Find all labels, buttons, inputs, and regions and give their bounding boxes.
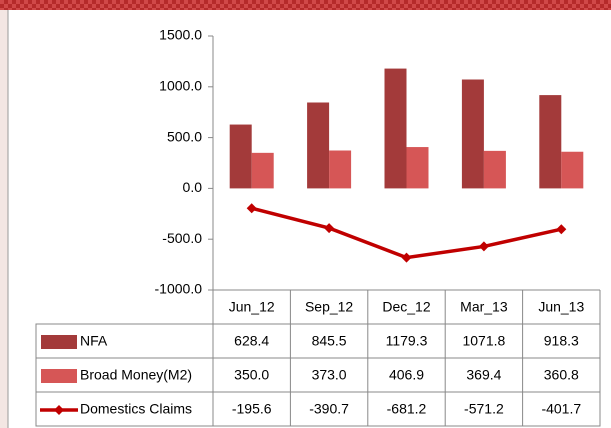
legend-key (41, 369, 77, 383)
bar (539, 95, 562, 189)
x-tick-label: Jun_13 (538, 299, 584, 315)
y-tick-label: 0.0 (183, 179, 203, 195)
legend-label: Broad Money(M2) (80, 367, 192, 383)
bar (307, 102, 330, 189)
bar (561, 151, 584, 189)
bar (229, 124, 252, 189)
left-border (0, 10, 8, 428)
table-value: 406.9 (389, 367, 424, 383)
bar (329, 150, 352, 189)
table-value: 918.3 (544, 333, 579, 349)
point (324, 223, 335, 234)
point (246, 203, 257, 214)
table-value: 628.4 (234, 333, 269, 349)
bar (406, 147, 429, 189)
legend-key (41, 335, 77, 349)
table-value: 1179.3 (386, 333, 428, 349)
table-value: 360.8 (544, 367, 579, 383)
point (556, 224, 567, 235)
table-value: 845.5 (312, 333, 347, 349)
table-value: -571.2 (464, 401, 504, 417)
table-value: -401.7 (541, 401, 581, 417)
bar (461, 79, 484, 189)
point (478, 241, 489, 252)
x-tick-label: Mar_13 (460, 299, 508, 315)
x-tick-label: Sep_12 (305, 299, 353, 315)
table-value: -681.2 (387, 401, 427, 417)
legend-label: NFA (80, 333, 108, 349)
table-value: 350.0 (234, 367, 269, 383)
table-value: 373.0 (312, 367, 347, 383)
x-tick-label: Jun_12 (229, 299, 275, 315)
legend-label: Domestics Claims (80, 401, 192, 417)
y-tick-label: -500.0 (162, 230, 202, 246)
table-value: -195.6 (232, 401, 272, 417)
bar (483, 150, 506, 189)
legend-key (54, 405, 64, 415)
y-tick-label: 1500.0 (159, 27, 202, 43)
table-value: 1071.8 (462, 333, 505, 349)
y-tick-label: 500.0 (167, 128, 202, 144)
y-tick-label: 1000.0 (159, 78, 202, 94)
x-tick-label: Dec_12 (382, 299, 430, 315)
top-border (0, 0, 611, 10)
y-tick-label: -1000.0 (155, 281, 203, 297)
table-value: -390.7 (309, 401, 349, 417)
bar (251, 152, 274, 189)
point (401, 252, 412, 263)
table-value: 369.4 (466, 367, 501, 383)
bar (384, 68, 407, 189)
line (251, 206, 562, 260)
